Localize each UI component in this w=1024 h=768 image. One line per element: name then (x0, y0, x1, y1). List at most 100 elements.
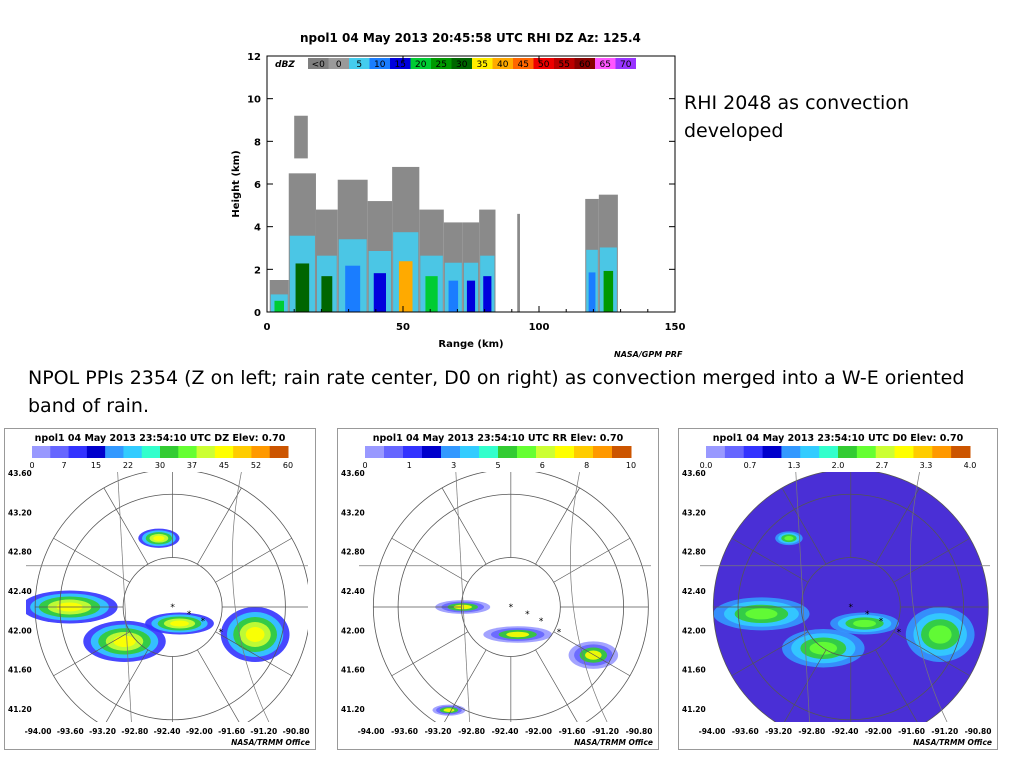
rhi-scale-swatch (595, 58, 616, 69)
rhi-echo-core (274, 300, 284, 312)
ppi-site-marker: * (219, 628, 224, 638)
rhi-scale-label: 30 (456, 60, 468, 70)
ppi-scale-swatch (913, 446, 933, 458)
rhi-scale-label: 25 (436, 60, 447, 70)
ppi-lat-label: 41.60 (682, 666, 706, 675)
rhi-echo-core (603, 270, 614, 312)
ppi-scale-label: 1.3 (788, 461, 801, 470)
ppi-river-line (570, 472, 608, 722)
ppi-scale-label: 15 (91, 461, 101, 470)
ppi-scale-swatch (555, 446, 575, 458)
ppi-lon-label: -93.20 (765, 727, 792, 736)
ppi-lat-label: 42.40 (8, 587, 32, 596)
ppi-lon-label: -93.20 (425, 727, 452, 736)
rhi-echo-core (373, 273, 386, 312)
ppi-scale-swatch (498, 446, 518, 458)
ppi-radial (103, 487, 149, 565)
ppi-boundary-line (117, 472, 132, 722)
ppi-plot: npol1 04 May 2013 23:54:10 UTC RR Elev: … (337, 428, 659, 750)
ppi-rain-echo (506, 631, 530, 638)
ppi-boundary-line (795, 472, 810, 722)
ppi-scale-swatch (574, 446, 594, 458)
ppi-site-marker: * (897, 628, 902, 638)
ppi-scale-label: 10 (626, 461, 636, 470)
rhi-y-tick-label: 4 (254, 223, 261, 234)
ppi-scale-swatch (32, 446, 51, 458)
ppi-scale-label: 30 (155, 461, 165, 470)
ppi-title: npol1 04 May 2013 23:54:10 UTC DZ Elev: … (35, 433, 286, 444)
ppi-scale-label: 8 (584, 461, 589, 470)
rhi-scale-label: <0 (312, 60, 326, 70)
ppi-lat-label: 42.00 (8, 626, 32, 635)
ppi-lon-label: -94.00 (358, 727, 385, 736)
rhi-echo-core (588, 272, 596, 312)
ppi-scale-swatch (932, 446, 952, 458)
ppi-scale-label: 52 (251, 461, 261, 470)
rhi-scale-label: 10 (374, 60, 386, 70)
ppi-lat-label: 43.60 (682, 469, 706, 478)
ppi-rain-echo (113, 635, 136, 647)
ppi-scale-swatch (612, 446, 632, 458)
ppi-scale-swatch (214, 446, 234, 458)
ppi-boundary-line (455, 472, 470, 722)
ppi-scale-swatch (781, 446, 801, 458)
rhi-scale-swatch (431, 58, 452, 69)
rhi-y-axis-label: Height (km) (231, 150, 242, 217)
ppi-scale-swatch (724, 446, 745, 458)
ppi-plot: npol1 04 May 2013 23:54:10 UTC D0 Elev: … (678, 428, 998, 750)
rhi-scale-swatch (328, 58, 349, 69)
ppi-lon-label: -93.20 (89, 727, 116, 736)
ppi-site-marker: * (525, 610, 530, 620)
rhi-x-tick-label: 100 (529, 322, 550, 333)
ppi-rain-echo (745, 608, 778, 620)
ppi-lon-label: -92.40 (492, 727, 519, 736)
ppi-rain-echo (453, 604, 472, 610)
ppi-scale-label: 0.0 (700, 461, 713, 470)
rhi-scale-label: 35 (477, 60, 488, 70)
ppi-lat-label: 42.80 (8, 548, 32, 557)
ppi-lon-label: -94.00 (25, 727, 52, 736)
ppi-site-marker: * (539, 617, 544, 627)
ppi-rain-echo (928, 625, 952, 644)
ppi-lon-label: -91.20 (250, 727, 277, 736)
rhi-scale-swatch (513, 58, 534, 69)
ppi-lat-label: 42.80 (682, 548, 706, 557)
rhi-echo-core (466, 280, 476, 312)
ppi-panel-d0: npol1 04 May 2013 23:54:10 UTC D0 Elev: … (678, 428, 998, 750)
rhi-scale-swatch (533, 58, 554, 69)
ppi-lat-label: 41.20 (8, 705, 32, 714)
rhi-echo-core (295, 263, 310, 312)
ppi-lat-label: 42.40 (682, 587, 706, 596)
ppi-lon-label: -91.60 (218, 727, 245, 736)
ppi-scale-swatch (593, 446, 613, 458)
ppi-scale-swatch (536, 446, 556, 458)
rhi-scale-label: 55 (559, 60, 570, 70)
rhi-scale-label: 15 (395, 60, 406, 70)
ppi-scale-label: 2.0 (832, 461, 845, 470)
rhi-echo-core (398, 261, 413, 312)
ppi-scale-swatch (875, 446, 896, 458)
ppi-scale-swatch (706, 446, 726, 458)
ppi-frame (4, 428, 316, 750)
ppi-lat-label: 43.60 (8, 469, 32, 478)
ppi-scale-swatch (68, 446, 88, 458)
ppi-radial (893, 631, 971, 677)
ppi-scale-swatch (105, 446, 124, 458)
ppi-scale-label: 2.7 (876, 461, 889, 470)
ppi-lon-label: -91.20 (931, 727, 958, 736)
ppi-site-marker: * (187, 610, 192, 620)
rhi-y-tick-label: 8 (254, 137, 261, 148)
rhi-y-tick-label: 10 (247, 95, 261, 106)
ppi-scale-swatch (141, 446, 161, 458)
ppi-scale-swatch (838, 446, 858, 458)
ppi-lon-label: -92.00 (525, 727, 552, 736)
ppi-scale-label: 22 (123, 461, 133, 470)
ppi-scale-swatch (460, 446, 480, 458)
ppi-radial (391, 537, 469, 583)
ppi-radial (197, 649, 240, 722)
ppi-scale-swatch (762, 446, 782, 458)
ppi-lat-label: 41.20 (682, 705, 706, 714)
rhi-echo-core (345, 265, 361, 312)
ppi-scale-swatch (251, 446, 271, 458)
ppi-scale-swatch (403, 446, 423, 458)
